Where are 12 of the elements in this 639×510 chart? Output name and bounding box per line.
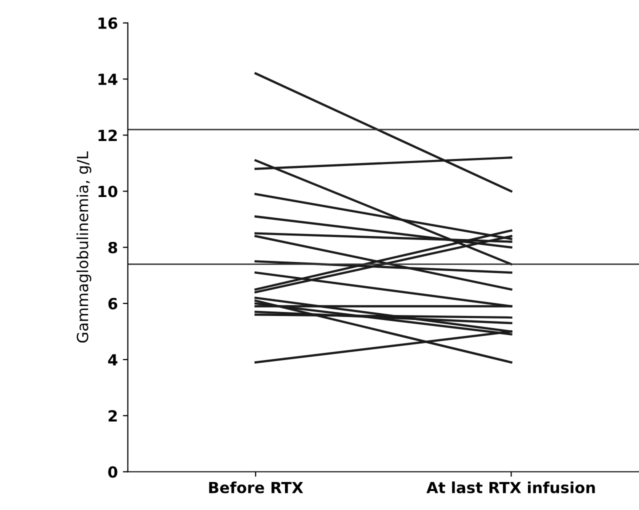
y-tick-label: 2 bbox=[108, 410, 117, 422]
y-tick-label: 4 bbox=[108, 354, 118, 366]
y-tick-label: 0 bbox=[108, 466, 118, 478]
y-tick-label: 14 bbox=[98, 74, 118, 85]
y-tick-label: 6 bbox=[108, 298, 118, 310]
y-tick-label: 16 bbox=[98, 17, 118, 29]
y-tick-label: 12 bbox=[98, 130, 117, 141]
x-tick-label: At last RTX infusion bbox=[426, 481, 595, 494]
y-axis-title: Gammaglobulinemia, g/L bbox=[76, 151, 92, 343]
y-tick-label: 8 bbox=[108, 242, 118, 254]
x-tick-label: Before RTX bbox=[209, 481, 304, 494]
y-tick-label: 10 bbox=[98, 186, 118, 198]
